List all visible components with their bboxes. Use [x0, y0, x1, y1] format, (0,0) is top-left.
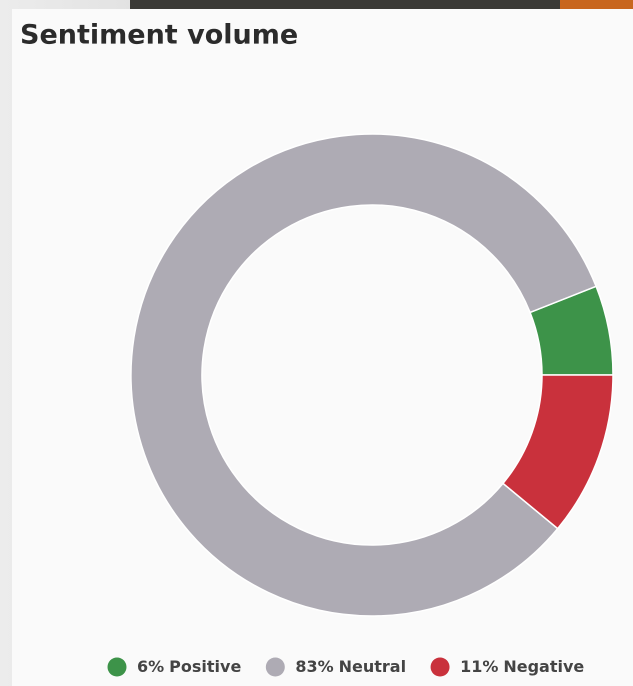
legend-entry: 83% Neutral	[295, 657, 406, 676]
legend-label: Negative	[503, 657, 584, 676]
legend-marker	[108, 658, 127, 677]
legend-entry: 6% Positive	[137, 657, 241, 676]
top-strip	[130, 0, 560, 10]
page: Sentiment volume 6% Positive 83% Neutral 11%…	[0, 0, 633, 686]
legend-marker	[431, 658, 450, 677]
chart-title: Sentiment volume	[20, 20, 298, 51]
legend-label: Positive	[169, 657, 241, 676]
top-strip-accent	[560, 0, 633, 10]
legend-value: 6%	[137, 657, 164, 676]
legend-label: Neutral	[339, 657, 406, 676]
legend-entry: 11% Negative	[460, 657, 584, 676]
legend-marker	[266, 658, 285, 677]
legend-value: 83%	[295, 657, 333, 676]
legend: 6% Positive 83% Neutral 11% Negative	[108, 657, 585, 677]
legend-value: 11%	[460, 657, 498, 676]
